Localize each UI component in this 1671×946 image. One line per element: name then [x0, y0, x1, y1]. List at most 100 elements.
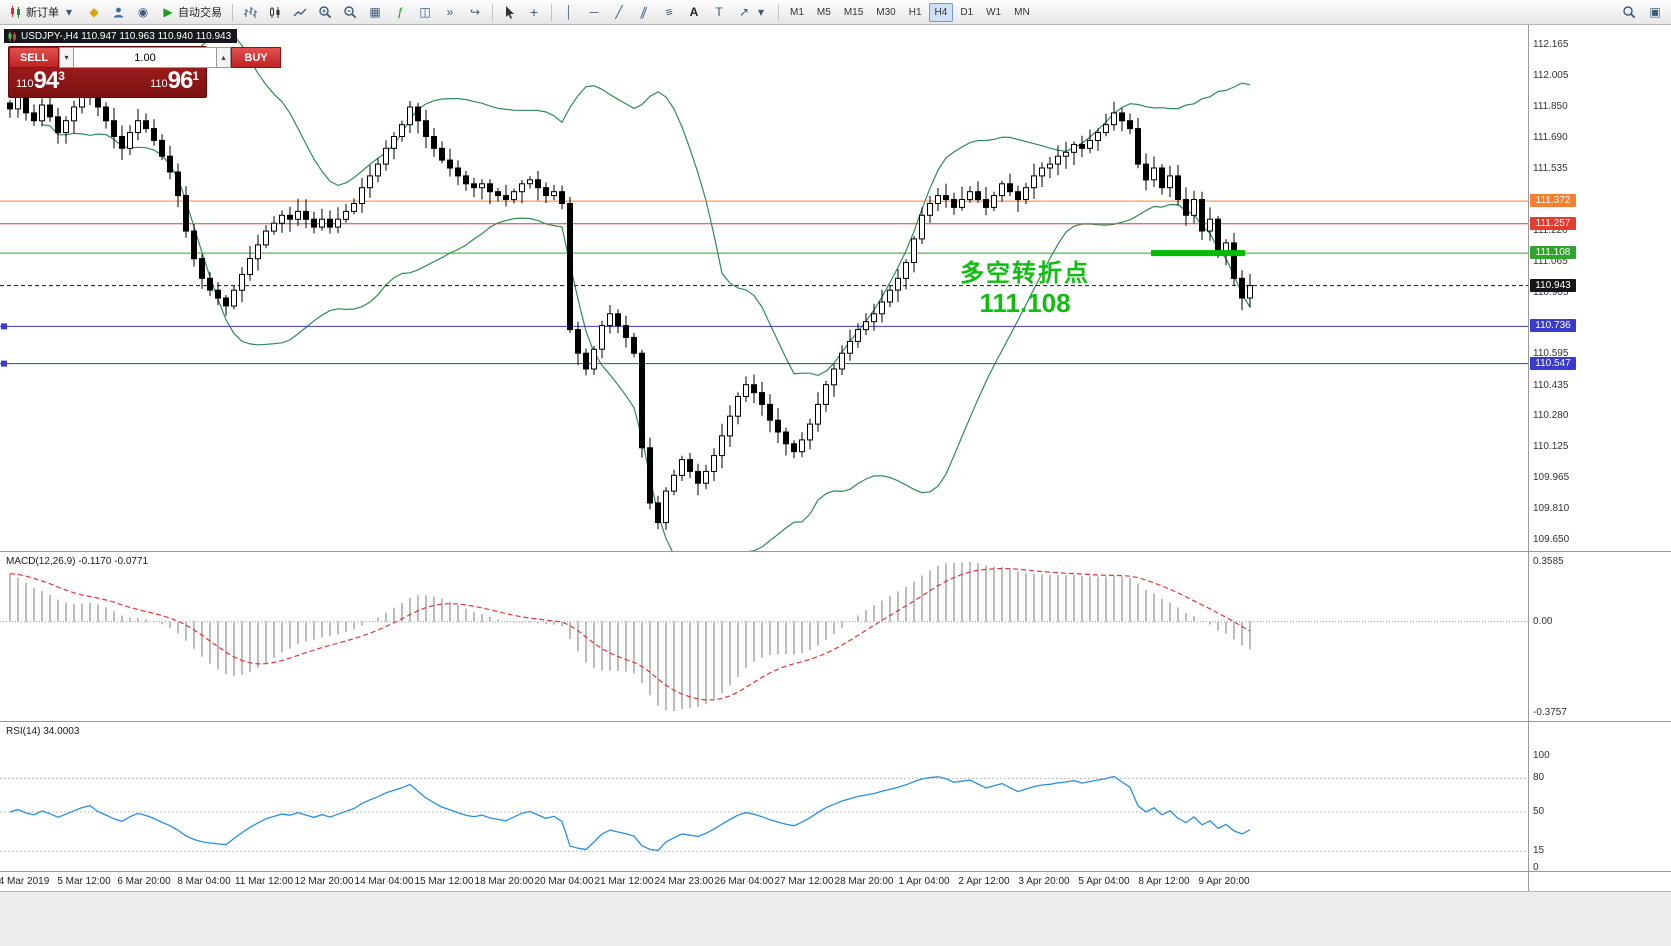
templates-icon: ◫ [419, 5, 431, 19]
auto-scroll-button[interactable]: » [438, 2, 462, 23]
chart-annotation[interactable]: 多空转折点 111.108 [932, 253, 1118, 319]
timeframe-m30[interactable]: M30 [870, 3, 901, 22]
zoom-out-button[interactable] [338, 2, 362, 23]
rsi-scale-label: 100 [1533, 750, 1550, 761]
panel-separator[interactable] [0, 551, 1671, 552]
new-order-button[interactable]: 新订单 ▾ [4, 2, 81, 23]
toolbar: 新订单 ▾ ◆ ◉ ▶ 自动交易 [0, 0, 1671, 25]
timeframe-m5[interactable]: M5 [811, 3, 837, 22]
scale-label: 110.280 [1533, 410, 1569, 422]
sell-price-big: 94 [33, 67, 60, 94]
zoom-in-button[interactable] [313, 2, 337, 23]
profiles-button[interactable] [107, 2, 130, 23]
bar-chart-button[interactable] [238, 2, 262, 23]
timeframe-d1[interactable]: D1 [954, 3, 979, 22]
channel-icon: ∥ [638, 5, 650, 19]
new-chart-button[interactable]: ◆ [82, 2, 106, 23]
price-scale-separator [1528, 25, 1529, 891]
time-axis[interactable]: 4 Mar 2019 5 Mar 12:00 6 Mar 20:00 8 Mar 04… [0, 872, 1528, 891]
timeframe-w1[interactable]: W1 [980, 3, 1007, 22]
tile-windows-icon: ▦ [369, 5, 381, 19]
indicators-button[interactable]: ƒ [388, 2, 412, 23]
arrows-button[interactable]: ↗ ▾ [732, 2, 773, 23]
rsi-label: RSI(14) 34.0003 [6, 726, 80, 737]
trade-panel-controls: SELL ▾ ▴ BUY [9, 47, 281, 68]
timeframe-m1[interactable]: M1 [784, 3, 810, 22]
macd-scale-max: 0.3585 [1533, 556, 1564, 567]
caret-down-icon: ▾ [757, 5, 765, 19]
chart-window-title: USDJPY-,H4 110.947 110.963 110.940 110.9… [4, 29, 238, 43]
horizontal-line-button[interactable]: ─ [582, 2, 606, 23]
price-level-badge: 110.547 [1530, 356, 1576, 370]
main-chart[interactable] [0, 25, 1528, 551]
autotrading-button[interactable]: ▶ 自动交易 [156, 2, 227, 23]
tile-windows-button[interactable]: ▦ [363, 2, 387, 23]
vertical-line-button[interactable]: │ [557, 2, 581, 23]
arrows-icon: ↗ [738, 5, 750, 19]
time-axis-label: 12 Mar 20:00 [294, 876, 354, 887]
volume-decrease-button[interactable]: ▾ [59, 47, 74, 68]
search-button[interactable] [1617, 2, 1641, 23]
timeframe-mn[interactable]: MN [1008, 3, 1036, 22]
scale-label: 111.690 [1533, 132, 1568, 144]
sell-button[interactable]: SELL [9, 47, 59, 68]
candlestick-button[interactable] [263, 2, 287, 23]
indicators-icon: ƒ [396, 5, 404, 19]
scale-label: 111.065 [1533, 255, 1568, 267]
rsi-scale-label: 80 [1533, 772, 1545, 784]
time-axis-label: 4 Mar 2019 [0, 876, 50, 887]
channel-button[interactable]: ∥ [632, 2, 656, 23]
new-order-icon [11, 6, 20, 18]
rsi-panel[interactable] [0, 722, 1528, 871]
time-axis-label: 8 Apr 12:00 [1138, 876, 1190, 887]
time-axis-label: 3 Apr 20:00 [1018, 876, 1070, 887]
text-label-button[interactable]: T [707, 2, 731, 23]
new-window-button[interactable]: ▣ [1643, 2, 1667, 23]
cursor-icon [506, 6, 514, 19]
time-axis-label: 18 Mar 20:00 [474, 876, 534, 887]
caret-down-icon: ▾ [65, 5, 73, 19]
vertical-line-icon: │ [565, 5, 573, 19]
time-axis-label: 14 Mar 04:00 [354, 876, 414, 887]
trade-panel-prices: 110 94 3 110 96 1 [9, 68, 206, 97]
panel-separator[interactable] [0, 721, 1671, 722]
timeframe-h1[interactable]: H1 [903, 3, 928, 22]
toolbar-separator [232, 3, 233, 21]
buy-button[interactable]: BUY [231, 47, 281, 68]
crosshair-button[interactable]: + [522, 2, 546, 23]
profiles-icon [113, 7, 124, 17]
macd-scale-min: -0.3757 [1533, 707, 1567, 718]
cursor-button[interactable] [498, 2, 521, 23]
macd-panel[interactable] [0, 552, 1528, 721]
buy-price-sup: 1 [192, 69, 199, 83]
trendline-icon: ╱ [615, 5, 623, 19]
fibonacci-button[interactable]: ≡ [657, 2, 681, 23]
volume-increase-button[interactable]: ▴ [216, 47, 231, 68]
toolbar-right-group: ▣ [1617, 2, 1667, 23]
scale-label: 112.005 [1533, 70, 1569, 82]
time-axis-label: 5 Apr 04:00 [1078, 876, 1130, 887]
chart-shift-button[interactable]: ↪ [463, 2, 487, 23]
time-axis-label: 21 Mar 12:00 [594, 876, 654, 887]
trendline-button[interactable]: ╱ [607, 2, 631, 23]
annotation-text: 多空转折点 [960, 260, 1090, 287]
sell-price-sup: 3 [58, 69, 65, 83]
bottom-empty-area [0, 891, 1671, 946]
price-level-badge: 111.372 [1530, 194, 1576, 208]
templates-button[interactable]: ◫ [413, 2, 437, 23]
buy-price[interactable]: 110 96 1 [150, 69, 199, 93]
sell-price[interactable]: 110 94 3 [16, 69, 65, 93]
data-window-button[interactable]: ◉ [131, 2, 155, 23]
text-icon: A [689, 5, 699, 19]
timeframe-h4[interactable]: H4 [928, 2, 954, 22]
price-scale[interactable]: 112.165 112.005 111.850 111.690 111.535 111.2… [1529, 25, 1671, 891]
volume-input[interactable] [74, 47, 216, 68]
toolbar-separator [492, 3, 493, 21]
line-chart-button[interactable] [288, 2, 312, 23]
macd-label: MACD(12,26,9) -0.1170 -0.0771 [6, 556, 149, 567]
text-button[interactable]: A [682, 2, 706, 23]
rsi-scale-label: 15 [1533, 845, 1545, 857]
zoom-in-icon [319, 6, 332, 19]
timeframe-m15[interactable]: M15 [838, 3, 869, 22]
